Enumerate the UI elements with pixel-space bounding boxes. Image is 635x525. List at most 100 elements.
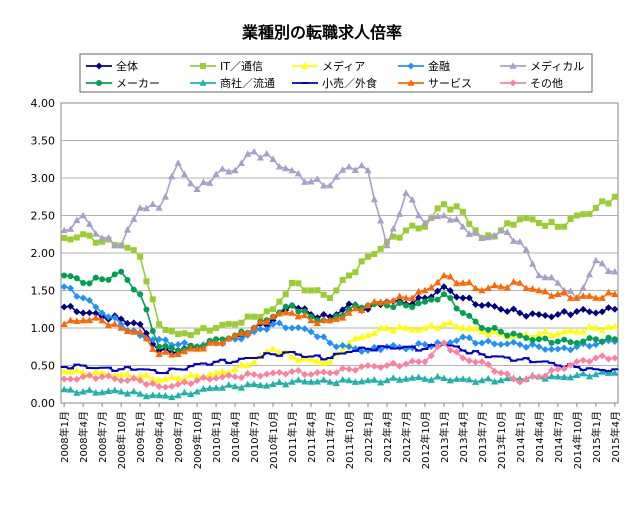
data-point [567,346,575,354]
series-line [63,196,616,336]
data-point [98,373,106,381]
data-point [415,211,423,219]
data-point [611,290,619,298]
data-point [415,358,423,366]
data-point [389,359,397,367]
data-point [117,368,125,371]
data-point [446,287,454,295]
data-point [263,352,271,355]
data-point [301,370,309,378]
data-point [250,380,258,388]
data-point [231,360,239,363]
data-point [168,367,176,370]
data-point [289,280,296,286]
data-point [491,340,499,348]
x-tick-label: 2015年1月 [590,411,603,463]
data-point [567,339,574,346]
data-point [554,311,562,318]
data-point [377,298,385,306]
data-point [561,223,568,230]
data-point [510,359,518,362]
data-point [206,339,214,346]
data-point [440,291,447,298]
data-point [611,193,618,200]
data-point [370,329,378,336]
data-point [611,368,619,371]
data-point [142,334,151,342]
x-tick-label: 2012年10月 [419,411,432,469]
data-point [104,387,113,394]
data-point [427,352,435,360]
data-point [598,368,606,375]
data-point [510,305,518,313]
data-point [275,378,283,386]
data-point [516,309,524,317]
data-point [193,363,201,365]
data-point [143,306,150,313]
data-point [516,237,524,245]
data-point [453,293,461,301]
data-point [459,324,467,331]
data-point [206,327,213,334]
data-point [307,328,315,336]
data-point [187,380,195,388]
data-point [213,325,220,331]
data-point [237,159,245,166]
data-point [522,357,530,360]
data-point [282,164,290,172]
data-point [599,338,606,345]
data-point [180,375,189,382]
data-point [434,278,442,286]
data-point [142,329,150,337]
data-point [161,193,170,200]
data-point [111,314,119,322]
data-point [408,345,416,348]
data-point [161,375,170,382]
data-point [478,286,486,294]
data-point [275,319,283,327]
data-point [535,343,543,351]
data-point [396,376,404,383]
legend-label: その他 [530,77,563,90]
data-point [161,383,169,391]
x-tick-label: 2012年4月 [381,411,394,463]
data-point [370,349,378,352]
legend-item: メディア [292,59,365,73]
data-point [377,378,385,386]
data-point [256,372,264,380]
data-point [529,310,537,318]
data-point [294,169,302,177]
data-point [282,324,290,332]
data-point [509,278,518,285]
data-point [225,371,233,379]
data-point [60,283,68,291]
data-point [275,309,283,317]
x-tick-label: 2008年10月 [115,411,128,469]
data-point [212,339,220,346]
data-point [117,370,125,378]
data-point [313,357,321,364]
data-point [440,339,448,347]
data-point [231,331,239,339]
data-point [484,360,492,368]
data-point [446,216,454,223]
legend-item: 金融 [398,59,450,73]
series-9 [60,339,619,391]
data-point [598,294,606,301]
x-tick-label: 2013年10月 [495,411,508,469]
data-point [472,318,479,325]
data-point [149,368,157,371]
x-tick-label: 2013年4月 [457,411,470,463]
data-point [541,327,549,335]
data-point [421,298,428,305]
data-point [269,369,277,377]
data-point [174,159,182,166]
data-point [599,198,606,205]
data-point [332,379,340,387]
x-tick-label: 2009年4月 [153,411,166,463]
data-point [421,223,428,230]
data-point [155,372,163,374]
data-point [79,387,87,395]
data-point [484,356,492,359]
